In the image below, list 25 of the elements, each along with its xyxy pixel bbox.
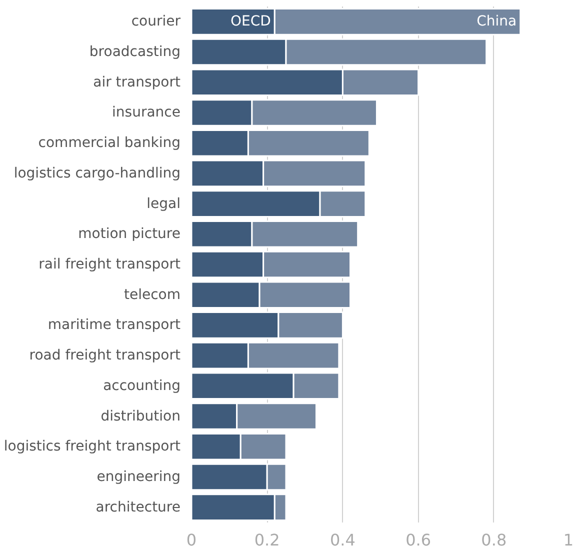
- y-tick-label: insurance: [112, 104, 181, 121]
- x-tick-label: 0.4: [330, 530, 356, 548]
- y-tick-label: air transport: [93, 74, 182, 90]
- x-tick-label: 0: [186, 530, 197, 548]
- y-tick-label: legal: [146, 196, 180, 212]
- y-tick-label: architecture: [96, 499, 181, 516]
- y-tick-label: engineering: [96, 468, 181, 485]
- y-tick-label: road freight transport: [29, 348, 182, 364]
- x-tick-label: 0.8: [481, 530, 507, 548]
- x-tick-label: 1: [563, 530, 573, 548]
- x-tick-label: 0.2: [254, 530, 280, 548]
- y-tick-label: logistics freight transport: [4, 438, 182, 455]
- y-tick-label: telecom: [124, 286, 181, 303]
- y-tick-label: commercial banking: [38, 135, 180, 152]
- y-tick-label: distribution: [100, 408, 181, 424]
- y-tick-label: accounting: [103, 378, 181, 394]
- y-tick-label: maritime transport: [48, 317, 182, 334]
- series-label: China: [476, 14, 517, 30]
- y-tick-label: rail freight transport: [38, 256, 182, 272]
- y-tick-label: broadcasting: [89, 44, 181, 60]
- y-tick-label: logistics cargo-handling: [14, 165, 181, 182]
- x-tick-label: 0.6: [406, 530, 432, 548]
- series-label: OECD: [230, 14, 271, 30]
- y-tick-label: motion picture: [78, 226, 181, 242]
- y-tick-label: courier: [131, 14, 181, 30]
